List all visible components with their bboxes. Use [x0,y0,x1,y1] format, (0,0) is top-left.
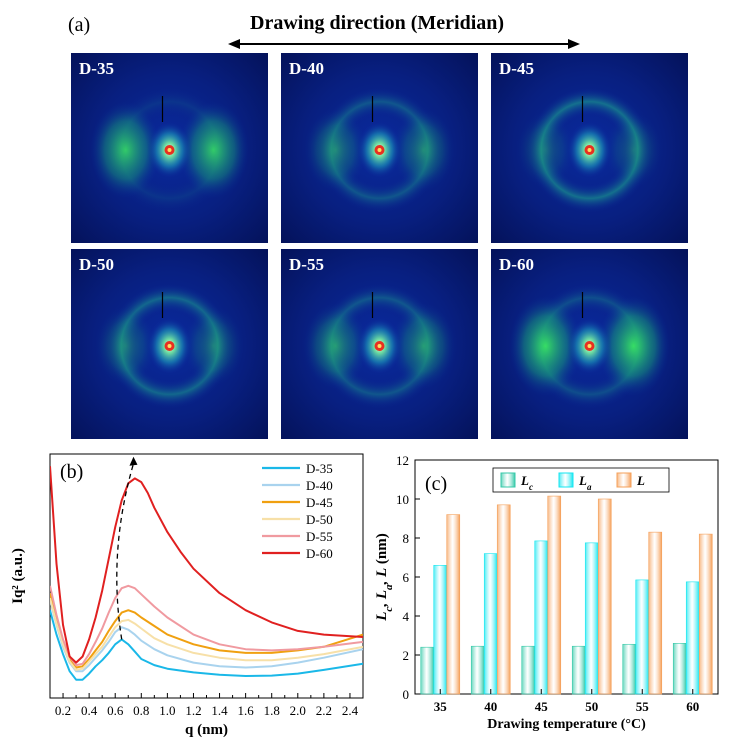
saxs-pattern-label: D-55 [289,255,324,274]
x-axis-label: q (nm) [185,722,228,738]
y-tick-label: 6 [403,570,410,585]
x-axis-label: Drawing temperature (°C) [487,717,646,732]
legend-entry: L [636,473,645,488]
y-axis-label: Lc, La, L (nm) [374,533,395,621]
x-tick-label: 0.2 [55,703,71,718]
series-line-d-45 [50,592,363,669]
saxs-pattern-d-55: D-55 [281,249,478,439]
plot-frame [414,459,719,695]
series-line-d-60 [50,466,363,664]
bar-la-55 [635,579,650,695]
bar-l-40 [496,504,511,695]
saxs-pattern-label: D-35 [79,59,114,78]
legend-entry: D-40 [306,478,333,493]
x-tick-label: 2.2 [316,703,332,718]
x-tick-label: 0.6 [107,703,124,718]
series-line-d-55 [50,584,363,667]
saxs-pattern-label: D-50 [79,255,114,274]
bar-lc-60 [672,643,687,695]
x-tick-label: 2.4 [342,703,359,718]
legend-entry: D-45 [306,495,333,510]
peak-shift-arrowhead [129,456,138,466]
y-tick-label: 4 [403,609,410,624]
panel-b-label: (b) [60,461,83,483]
legend-entry: D-35 [306,461,333,476]
x-tick-label: 1.8 [264,703,280,718]
legend-entry: D-60 [306,546,333,561]
saxs-pattern-d-35: D-35 [71,53,268,243]
bar-la-40 [483,553,498,695]
bar-lc-40 [470,645,485,695]
bar-la-35 [433,565,448,695]
saxs-pattern-d-45: D-45 [491,53,688,243]
y-tick-label: 0 [403,687,410,702]
bar-lc-50 [571,645,586,695]
lamellar-thickness-bar-chart: 0 2 4 6 8 10 12 35 40 45 50 55 60 Drawing temperature… [374,453,719,732]
saxs-pattern-d-40: D-40 [281,53,478,243]
saxs-pattern-label: D-40 [289,59,324,78]
bar-lc-35 [420,646,435,695]
x-tick-label: 1.6 [238,703,255,718]
x-tick-label: 45 [535,699,549,714]
legend-box [492,467,670,493]
bar-l-50 [597,498,612,695]
panel-c-label: (c) [425,473,447,495]
bar-l-35 [446,514,461,695]
bar-l-60 [698,533,713,695]
legend-entry: D-50 [306,512,333,527]
saxs-pattern-d-60: D-60 [491,249,688,439]
y-tick-label: 12 [396,453,409,468]
y-tick-label: 10 [396,492,409,507]
legend-swatch [500,472,516,488]
x-tick-label: 2.0 [290,703,306,718]
series-line-d-50 [50,597,363,671]
x-tick-label: 40 [484,699,497,714]
x-tick-label: 35 [434,699,448,714]
saxs-pattern-label: D-45 [499,59,534,78]
bar-la-50 [584,542,599,695]
legend-entry: La [578,473,592,492]
panel-a-label: (a) [68,14,91,36]
saxs-lorentz-chart: 0.2 0.4 0.6 0.8 1.0 1.2 1.4 1.6 1.8 2.0 2.2 2.4 q (n… [10,453,364,738]
x-tick-label: 1.2 [185,703,201,718]
x-tick-label: 55 [636,699,650,714]
x-tick-label: 0.8 [133,703,149,718]
y-axis-label: Iq² (a.u.) [10,548,26,604]
bar-lc-55 [622,643,637,695]
bar-lc-45 [521,645,536,695]
bar-la-60 [685,581,700,695]
series-line-d-35 [50,609,363,681]
legend-entry: D-55 [306,529,333,544]
drawing-direction-arrow [228,39,580,49]
bar-l-55 [648,531,663,695]
legend-swatch [558,472,574,488]
legend-swatch [616,472,632,488]
x-tick-label: 0.4 [81,703,98,718]
saxs-pattern-d-50: D-50 [71,249,268,439]
bar-la-45 [534,540,549,695]
y-tick-label: 2 [403,648,410,663]
x-tick-label: 1.0 [159,703,175,718]
peak-shift-arrow [116,463,135,640]
bar-l-45 [547,495,562,695]
drawing-direction-title: Drawing direction (Meridian) [250,12,505,34]
y-tick-label: 8 [403,531,410,546]
x-tick-label: 60 [686,699,699,714]
x-tick-label: 50 [585,699,598,714]
saxs-pattern-label: D-60 [499,255,534,274]
x-tick-label: 1.4 [211,703,228,718]
legend-entry: Lc [520,473,533,492]
